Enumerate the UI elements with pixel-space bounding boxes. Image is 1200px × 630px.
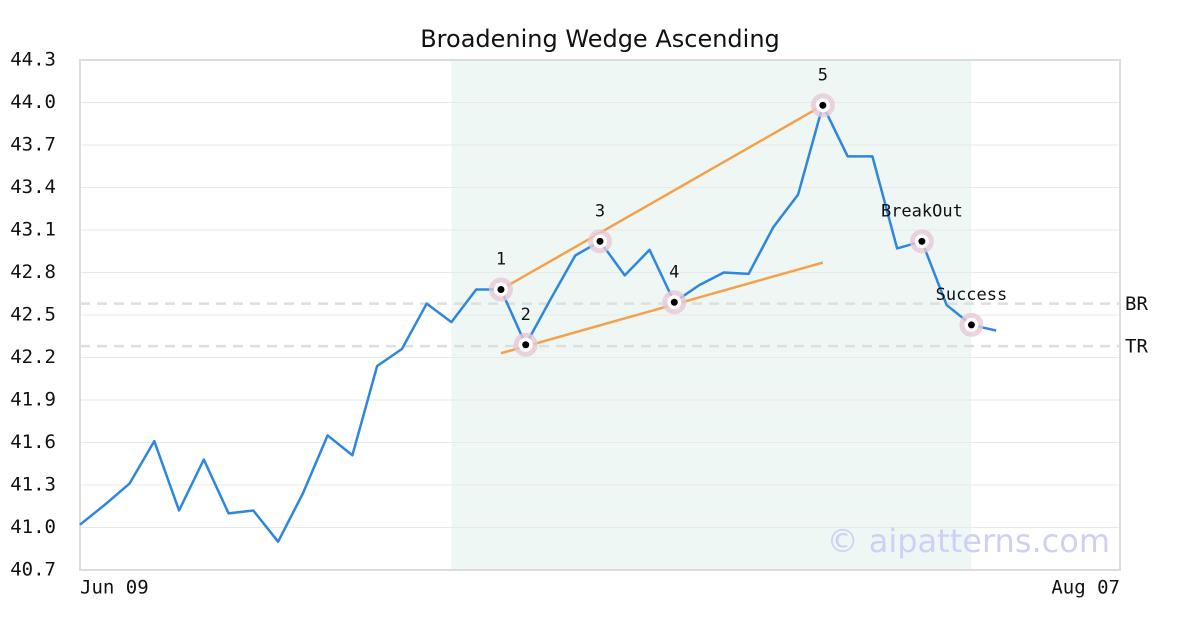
- trend-line: [500, 104, 824, 291]
- pattern-label: BreakOut: [881, 201, 963, 221]
- watermark: © aipatterns.com: [827, 522, 1110, 560]
- pattern-label: Success: [936, 285, 1008, 305]
- y-tick-label: 41.9: [10, 389, 56, 411]
- pattern-point-dot: [596, 237, 604, 245]
- y-tick-label: 44.0: [10, 91, 56, 113]
- y-tick-label: 42.2: [10, 346, 56, 368]
- pattern-point-dot: [497, 286, 505, 293]
- pattern-label: 5: [818, 65, 828, 85]
- pattern-point-dot: [918, 237, 926, 245]
- y-tick-label: 41.6: [10, 431, 56, 453]
- plot-border: [79, 59, 1121, 571]
- chart-title: Broadening Wedge Ascending: [420, 25, 780, 53]
- y-tick-label: 41.3: [10, 474, 56, 496]
- y-tick-label: 42.5: [10, 304, 56, 326]
- pattern-point-dot: [819, 101, 827, 109]
- pattern-label: 3: [595, 201, 605, 221]
- y-tick-label: 43.7: [10, 134, 56, 156]
- y-tick-label: 40.7: [10, 559, 56, 581]
- trend-line: [500, 261, 824, 355]
- pattern-label: 4: [669, 262, 679, 282]
- y-tick-label: 43.1: [10, 219, 56, 241]
- level-label: TR: [1125, 336, 1148, 358]
- x-tick-label: Jun 09: [80, 577, 149, 599]
- y-tick-label: 44.3: [10, 49, 56, 71]
- level-label: BR: [1125, 293, 1148, 315]
- y-tick-label: 41.0: [10, 516, 56, 538]
- pattern-label: 1: [496, 250, 506, 270]
- pattern-point-dot: [670, 298, 678, 306]
- y-tick-label: 43.4: [10, 176, 56, 198]
- price-line: [79, 104, 997, 543]
- pattern-label: 2: [521, 305, 531, 325]
- pattern-point-dot: [967, 321, 975, 329]
- pattern-point-dot: [522, 341, 530, 349]
- x-tick-label: Aug 07: [1051, 577, 1120, 599]
- y-tick-label: 42.8: [10, 261, 56, 283]
